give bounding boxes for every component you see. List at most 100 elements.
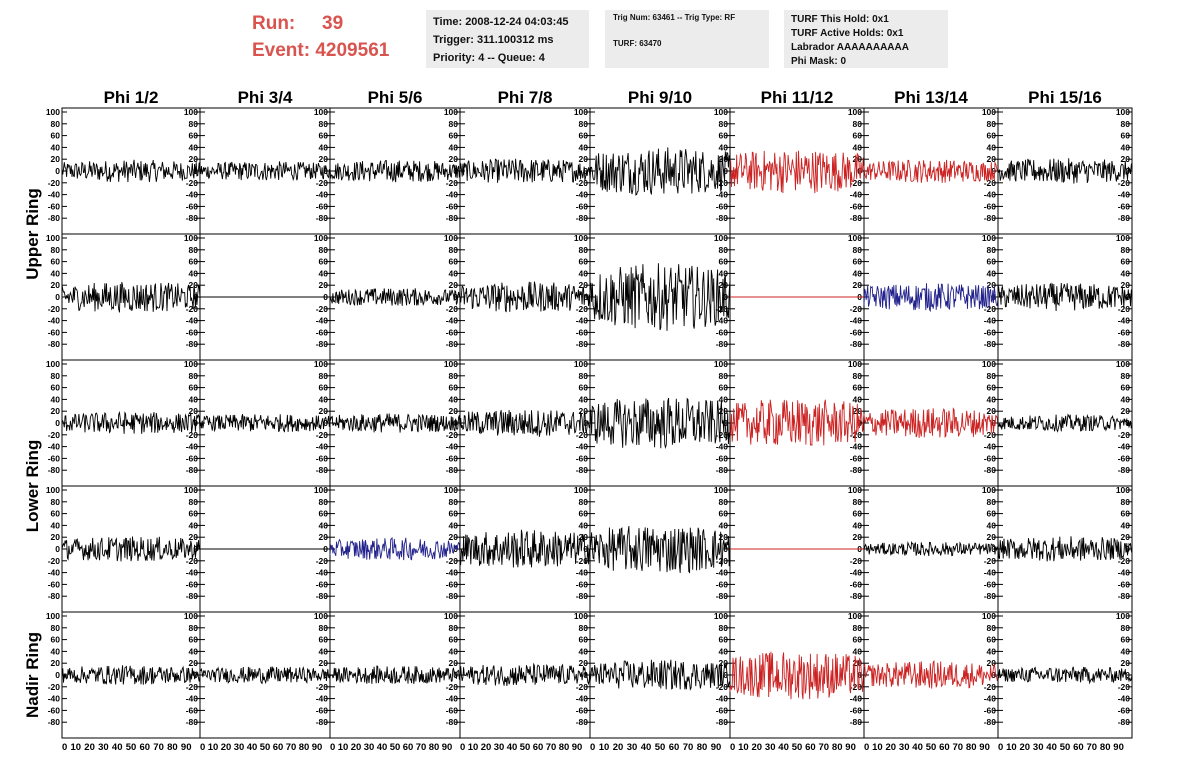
x-tick-label: 50 bbox=[126, 742, 137, 753]
ring-label: Nadir Ring bbox=[23, 632, 42, 718]
y-tick-label: -40 bbox=[1118, 568, 1131, 578]
y-tick-label: 0 bbox=[55, 418, 60, 428]
y-tick-label: 60 bbox=[51, 635, 61, 645]
y-tick-label: 40 bbox=[189, 268, 199, 278]
trig-num-text: Trig Num: 63461 -- Trig Type: RF bbox=[613, 13, 736, 22]
waveform-trace bbox=[199, 413, 331, 433]
y-tick-label: 80 bbox=[987, 623, 997, 633]
y-tick-label: 60 bbox=[189, 635, 199, 645]
y-tick-label: 80 bbox=[319, 497, 329, 507]
x-tick-label: 40 bbox=[641, 742, 652, 753]
run-event-box: Run: 39 Event: 4209561 bbox=[252, 10, 389, 64]
y-tick-label: 80 bbox=[579, 623, 589, 633]
waveform-trace bbox=[61, 159, 201, 183]
y-tick-label: 60 bbox=[189, 131, 199, 141]
y-tick-label: 100 bbox=[444, 485, 458, 495]
y-tick-label: 20 bbox=[1121, 532, 1131, 542]
y-tick-label: -60 bbox=[716, 201, 729, 211]
y-tick-label: -20 bbox=[716, 682, 729, 692]
y-tick-label: 20 bbox=[189, 532, 199, 542]
y-tick-label: 80 bbox=[853, 497, 863, 507]
y-tick-label: -60 bbox=[186, 705, 199, 715]
x-tick-label: 40 bbox=[377, 742, 388, 753]
y-tick-label: -20 bbox=[48, 430, 61, 440]
y-tick-label: -60 bbox=[1118, 705, 1131, 715]
y-tick-label: 100 bbox=[714, 107, 728, 117]
y-tick-label: 20 bbox=[51, 658, 61, 668]
x-tick-label: 50 bbox=[260, 742, 271, 753]
y-tick-label: 40 bbox=[1121, 394, 1131, 404]
x-tick-label: 70 bbox=[819, 742, 830, 753]
y-tick-label: -60 bbox=[1118, 579, 1131, 589]
y-tick-label: -80 bbox=[850, 717, 863, 727]
y-tick-label: 40 bbox=[719, 394, 729, 404]
y-tick-label: -60 bbox=[1118, 201, 1131, 211]
x-tick-label: 50 bbox=[926, 742, 937, 753]
y-tick-label: 60 bbox=[719, 257, 729, 267]
waveform-trace bbox=[459, 281, 591, 313]
y-tick-label: 60 bbox=[51, 257, 61, 267]
y-tick-label: -80 bbox=[48, 717, 61, 727]
y-tick-label: 0 bbox=[723, 670, 728, 680]
y-tick-label: 80 bbox=[853, 245, 863, 255]
y-tick-label: 100 bbox=[574, 107, 588, 117]
event-label: Event: bbox=[252, 40, 311, 61]
y-tick-label: 40 bbox=[853, 394, 863, 404]
y-tick-label: 20 bbox=[319, 532, 329, 542]
x-tick-label: 10 bbox=[599, 742, 610, 753]
y-tick-label: -40 bbox=[984, 568, 997, 578]
y-tick-label: 20 bbox=[719, 532, 729, 542]
x-tick-label: 20 bbox=[752, 742, 763, 753]
x-tick-label: 90 bbox=[181, 742, 192, 753]
y-tick-label: -40 bbox=[186, 316, 199, 326]
waveform-trace bbox=[997, 158, 1133, 184]
y-tick-label: 80 bbox=[987, 497, 997, 507]
y-tick-label: -40 bbox=[716, 694, 729, 704]
y-tick-label: 60 bbox=[319, 635, 329, 645]
y-tick-label: 40 bbox=[1121, 646, 1131, 656]
waveform-trace bbox=[589, 147, 731, 196]
y-tick-label: 80 bbox=[449, 497, 459, 507]
y-tick-label: -60 bbox=[716, 705, 729, 715]
y-tick-label: 40 bbox=[449, 268, 459, 278]
y-tick-label: 0 bbox=[991, 670, 996, 680]
y-tick-label: 0 bbox=[991, 418, 996, 428]
y-tick-label: -40 bbox=[316, 316, 329, 326]
time-text: Time: 2008-12-24 04:03:45 bbox=[433, 16, 569, 28]
x-tick-label: 0 bbox=[200, 742, 205, 753]
y-tick-label: 60 bbox=[189, 509, 199, 519]
y-tick-label: 0 bbox=[55, 670, 60, 680]
y-tick-label: 80 bbox=[853, 119, 863, 129]
y-tick-label: -20 bbox=[186, 556, 199, 566]
y-tick-label: 100 bbox=[444, 233, 458, 243]
waveform-trace bbox=[863, 407, 999, 439]
y-tick-label: 100 bbox=[184, 233, 198, 243]
waveform-trace bbox=[589, 397, 731, 450]
y-tick-label: -40 bbox=[446, 442, 459, 452]
y-tick-label: 20 bbox=[189, 280, 199, 290]
y-tick-label: -60 bbox=[48, 579, 61, 589]
y-tick-label: 40 bbox=[987, 268, 997, 278]
waveform-trace bbox=[459, 158, 591, 183]
y-tick-label: 80 bbox=[579, 371, 589, 381]
y-tick-label: 20 bbox=[719, 154, 729, 164]
y-tick-label: 80 bbox=[449, 623, 459, 633]
y-tick-label: 60 bbox=[1121, 257, 1131, 267]
y-tick-label: -20 bbox=[48, 556, 61, 566]
y-tick-label: 20 bbox=[987, 280, 997, 290]
y-tick-label: -40 bbox=[984, 694, 997, 704]
y-tick-label: -80 bbox=[716, 717, 729, 727]
y-tick-label: 60 bbox=[579, 383, 589, 393]
x-tick-label: 70 bbox=[153, 742, 164, 753]
priority-text: Priority: 4 -- Queue: 4 bbox=[433, 52, 545, 64]
y-tick-label: -60 bbox=[186, 327, 199, 337]
y-tick-label: 20 bbox=[719, 406, 729, 416]
